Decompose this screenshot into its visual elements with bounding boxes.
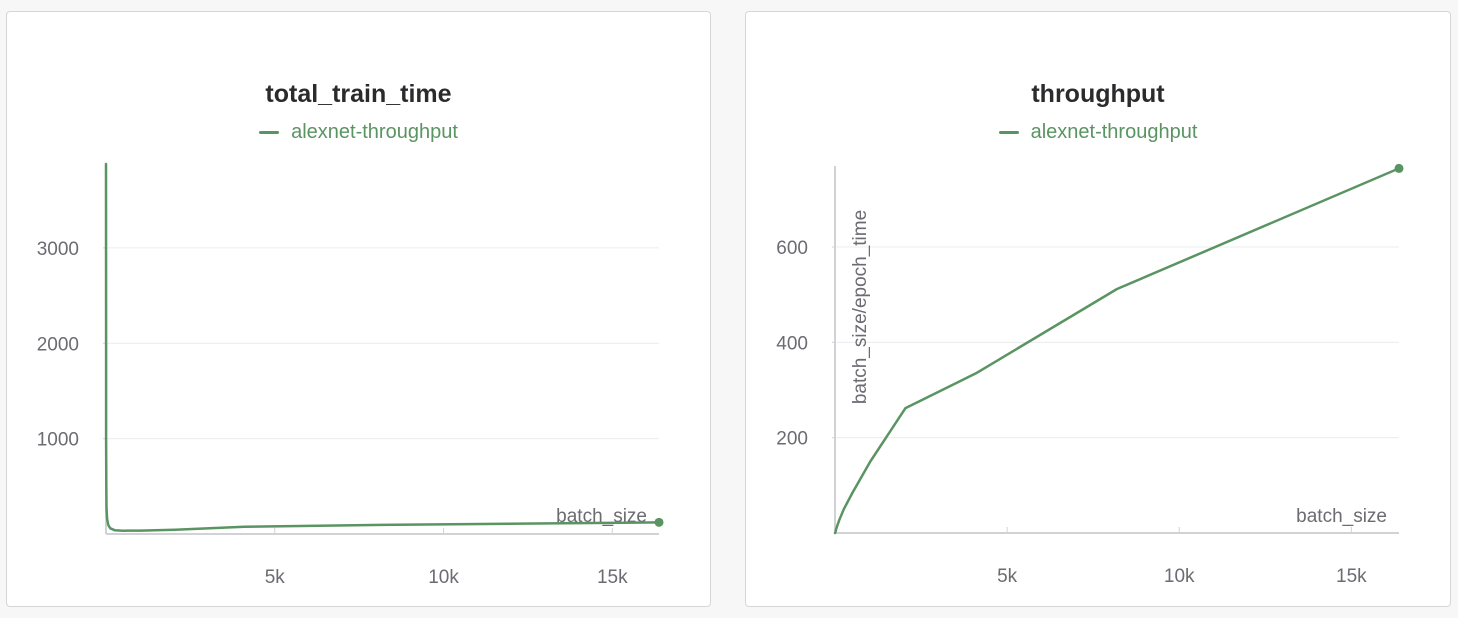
legend-swatch [259, 131, 280, 134]
y-tick-label: 1000 [37, 430, 79, 451]
chart-title: throughput [1031, 80, 1165, 108]
y-tick-label: 2000 [37, 334, 79, 355]
x-tick-label: 10k [428, 567, 459, 588]
series-endpoint-marker [654, 517, 664, 527]
y-tick-label: 200 [776, 429, 808, 450]
y-tick-label: 600 [776, 238, 808, 259]
chart-legend[interactable]: alexnet-throughput [746, 121, 1450, 144]
x-tick-label: 10k [1164, 566, 1195, 587]
chart-legend[interactable]: alexnet-throughput [7, 121, 710, 144]
x-tick-label: 5k [265, 567, 286, 588]
y-tick-label: 400 [776, 333, 808, 354]
legend-label: alexnet-throughput [1030, 121, 1198, 143]
series-endpoint-marker [1394, 163, 1404, 173]
legend-label: alexnet-throughput [291, 121, 458, 143]
legend-swatch [998, 131, 1019, 134]
y-axis-title: batch_size/epoch_time [850, 210, 871, 404]
chart-panel-total-train-time: total_train_time alexnet-throughput 1000… [6, 11, 711, 607]
series-line-alexnet-throughput [833, 167, 1401, 535]
x-axis-title: batch_size [1296, 506, 1387, 527]
line-chart-plot[interactable]: 200 400 600 5k 10k 15k batch_size batch_size/ep… [746, 12, 1452, 608]
x-tick-label: 15k [1336, 566, 1367, 587]
chart-title: total_train_time [265, 80, 452, 108]
x-tick-label: 5k [997, 566, 1018, 587]
y-tick-label: 3000 [37, 239, 79, 260]
series-line-alexnet-throughput [104, 162, 661, 532]
chart-panel-throughput: throughput alexnet-throughput 200 400 600 5… [745, 11, 1451, 607]
x-tick-label: 15k [597, 567, 628, 588]
